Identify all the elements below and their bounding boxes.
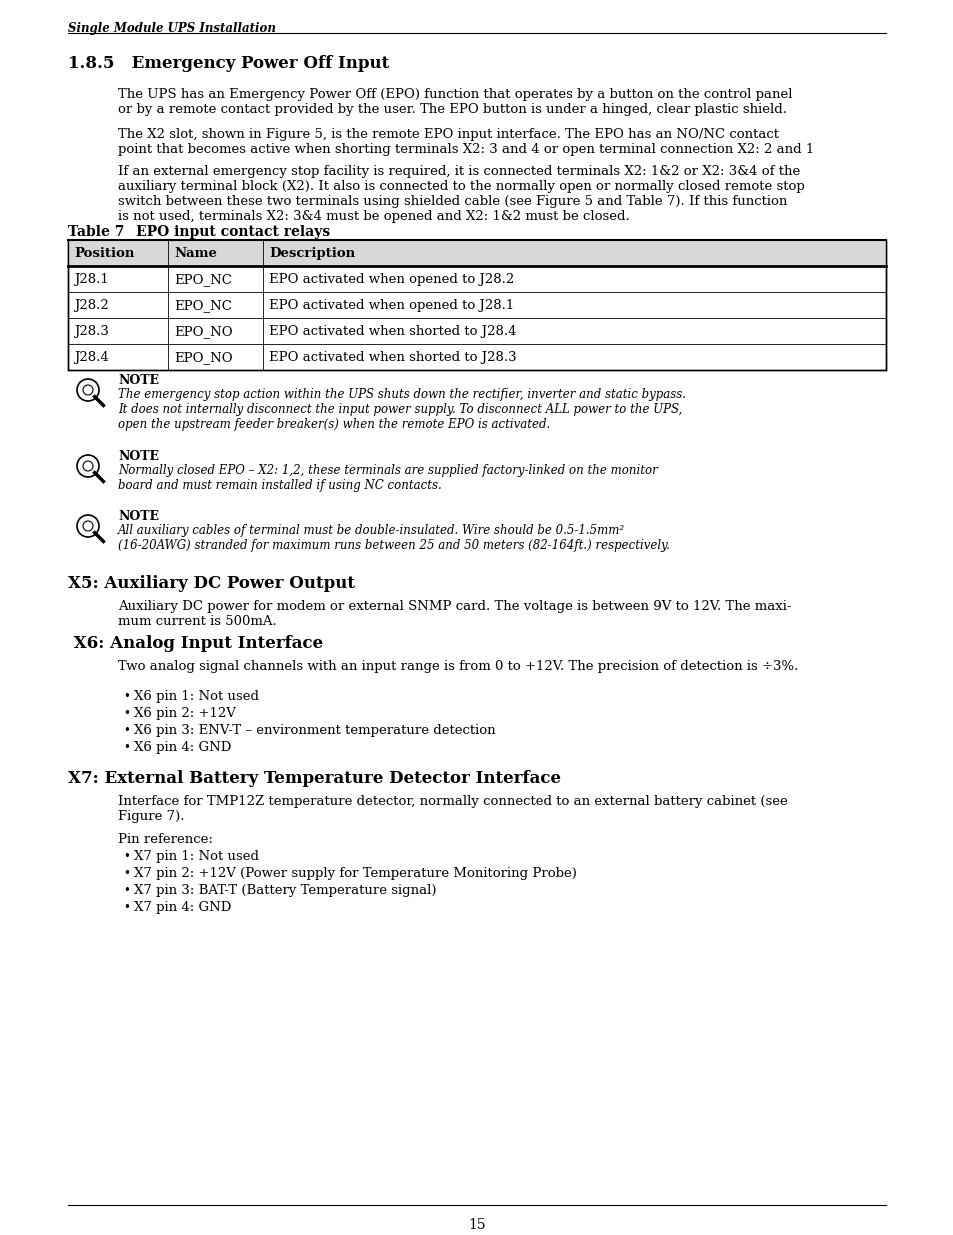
Text: Two analog signal channels with an input range is from 0 to +12V. The precision : Two analog signal channels with an input…: [118, 659, 798, 673]
Text: EPO_NO: EPO_NO: [173, 351, 233, 364]
Text: •: •: [123, 884, 130, 897]
Text: EPO_NO: EPO_NO: [173, 325, 233, 338]
Text: X6 pin 4: GND: X6 pin 4: GND: [133, 741, 232, 755]
Text: •: •: [123, 690, 130, 703]
Text: X6 pin 1: Not used: X6 pin 1: Not used: [133, 690, 258, 703]
Text: J28.4: J28.4: [74, 351, 109, 364]
Text: J28.1: J28.1: [74, 273, 109, 287]
Text: EPO activated when opened to J28.1: EPO activated when opened to J28.1: [269, 299, 514, 312]
Text: EPO input contact relays: EPO input contact relays: [136, 225, 330, 240]
Text: X6: Analog Input Interface: X6: Analog Input Interface: [68, 635, 323, 652]
Text: X7: External Battery Temperature Detector Interface: X7: External Battery Temperature Detecto…: [68, 769, 560, 787]
Text: •: •: [123, 741, 130, 755]
Text: •: •: [123, 706, 130, 720]
Text: X5: Auxiliary DC Power Output: X5: Auxiliary DC Power Output: [68, 576, 355, 592]
Text: NOTE: NOTE: [118, 374, 159, 387]
Text: X6 pin 3: ENV-T – environment temperature detection: X6 pin 3: ENV-T – environment temperatur…: [133, 724, 496, 737]
Text: J28.2: J28.2: [74, 299, 109, 312]
Text: The UPS has an Emergency Power Off (EPO) function that operates by a button on t: The UPS has an Emergency Power Off (EPO)…: [118, 88, 792, 116]
Text: X7 pin 4: GND: X7 pin 4: GND: [133, 902, 232, 914]
Bar: [68, 240, 885, 266]
Text: EPO activated when opened to J28.2: EPO activated when opened to J28.2: [269, 273, 514, 287]
Text: Description: Description: [269, 247, 355, 261]
Text: NOTE: NOTE: [118, 450, 159, 463]
Circle shape: [77, 454, 99, 477]
Text: Single Module UPS Installation: Single Module UPS Installation: [68, 22, 275, 35]
Text: Interface for TMP12Z temperature detector, normally connected to an external bat: Interface for TMP12Z temperature detecto…: [118, 795, 787, 823]
Text: The emergency stop action within the UPS shuts down the rectifier, inverter and : The emergency stop action within the UPS…: [118, 388, 685, 431]
Text: 15: 15: [468, 1218, 485, 1233]
Text: EPO_NC: EPO_NC: [173, 299, 232, 312]
Text: Pin reference:: Pin reference:: [118, 832, 213, 846]
Text: •: •: [123, 867, 130, 881]
Text: X7 pin 2: +12V (Power supply for Temperature Monitoring Probe): X7 pin 2: +12V (Power supply for Tempera…: [133, 867, 577, 881]
Text: NOTE: NOTE: [118, 510, 159, 522]
Text: Table 7: Table 7: [68, 225, 124, 240]
Text: X6 pin 2: +12V: X6 pin 2: +12V: [133, 706, 235, 720]
Text: EPO activated when shorted to J28.4: EPO activated when shorted to J28.4: [269, 325, 516, 338]
Bar: [68, 240, 885, 370]
Text: •: •: [123, 724, 130, 737]
Text: Auxiliary DC power for modem or external SNMP card. The voltage is between 9V to: Auxiliary DC power for modem or external…: [118, 600, 791, 629]
Text: The X2 slot, shown in Figure 5, is the remote EPO input interface. The EPO has a: The X2 slot, shown in Figure 5, is the r…: [118, 128, 814, 156]
Text: X7 pin 1: Not used: X7 pin 1: Not used: [133, 850, 258, 863]
Text: 1.8.5   Emergency Power Off Input: 1.8.5 Emergency Power Off Input: [68, 56, 389, 72]
Text: Position: Position: [74, 247, 134, 261]
Text: X7 pin 3: BAT-T (Battery Temperature signal): X7 pin 3: BAT-T (Battery Temperature sig…: [133, 884, 436, 897]
Text: •: •: [123, 850, 130, 863]
Text: EPO activated when shorted to J28.3: EPO activated when shorted to J28.3: [269, 351, 517, 364]
Circle shape: [77, 379, 99, 401]
Text: Name: Name: [173, 247, 216, 261]
Text: EPO_NC: EPO_NC: [173, 273, 232, 287]
Text: •: •: [123, 902, 130, 914]
Text: J28.3: J28.3: [74, 325, 109, 338]
Circle shape: [77, 515, 99, 537]
Text: If an external emergency stop facility is required, it is connected terminals X2: If an external emergency stop facility i…: [118, 165, 804, 224]
Text: All auxiliary cables of terminal must be double-insulated. Wire should be 0.5-1.: All auxiliary cables of terminal must be…: [118, 524, 669, 552]
Text: Normally closed EPO – X2: 1,2, these terminals are supplied factory-linked on th: Normally closed EPO – X2: 1,2, these ter…: [118, 464, 657, 492]
